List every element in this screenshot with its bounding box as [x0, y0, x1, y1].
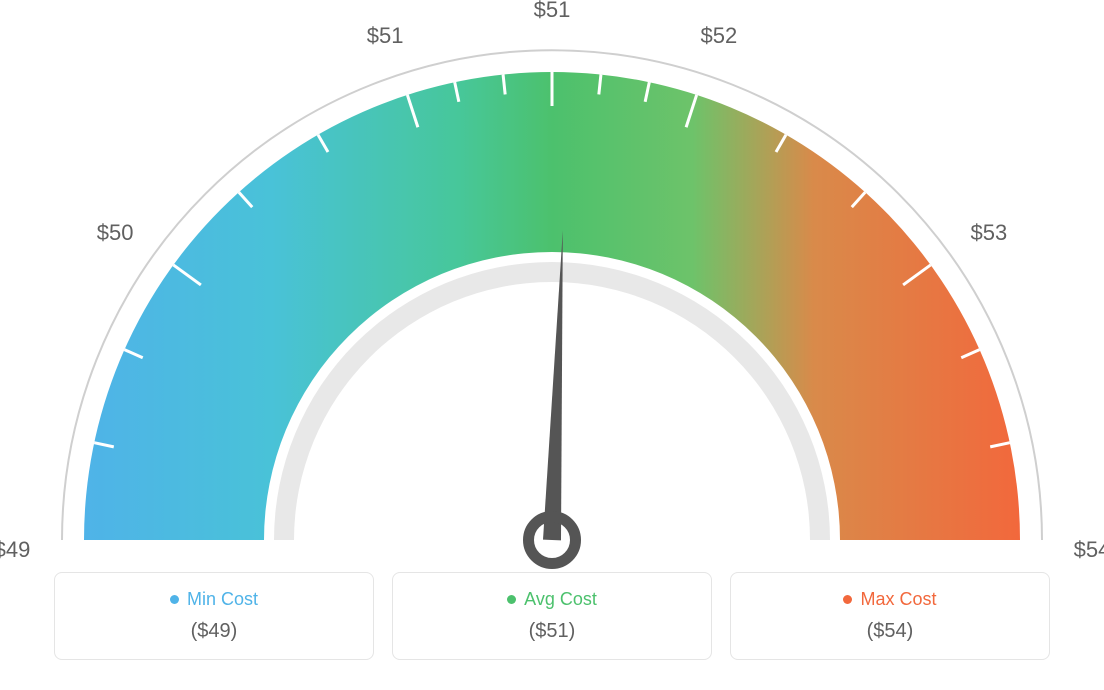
legend-value-min: ($49) [75, 620, 353, 643]
legend-header: Min Cost [75, 589, 353, 610]
gauge-tick-label: $50 [97, 220, 134, 246]
legend-label-avg: Avg Cost [524, 589, 597, 610]
legend-value-max: ($54) [751, 620, 1029, 643]
dot-icon [170, 595, 179, 604]
legend: Min Cost ($49) Avg Cost ($51) Max Cost (… [0, 572, 1104, 660]
legend-header: Avg Cost [413, 589, 691, 610]
gauge-tick-label: $49 [0, 537, 30, 563]
legend-card-avg: Avg Cost ($51) [392, 572, 712, 660]
gauge-tick-label: $53 [971, 220, 1008, 246]
cost-gauge: $49$50$51$51$52$53$54 [0, 10, 1104, 570]
legend-label-max: Max Cost [860, 589, 936, 610]
gauge-tick-label: $54 [1074, 537, 1104, 563]
gauge-tick-label: $51 [534, 0, 571, 23]
legend-header: Max Cost [751, 589, 1029, 610]
legend-label-min: Min Cost [187, 589, 258, 610]
dot-icon [507, 595, 516, 604]
gauge-tick-label: $52 [701, 23, 738, 49]
gauge-tick-label: $51 [367, 23, 404, 49]
legend-card-min: Min Cost ($49) [54, 572, 374, 660]
legend-card-max: Max Cost ($54) [730, 572, 1050, 660]
dot-icon [843, 595, 852, 604]
legend-value-avg: ($51) [413, 620, 691, 643]
